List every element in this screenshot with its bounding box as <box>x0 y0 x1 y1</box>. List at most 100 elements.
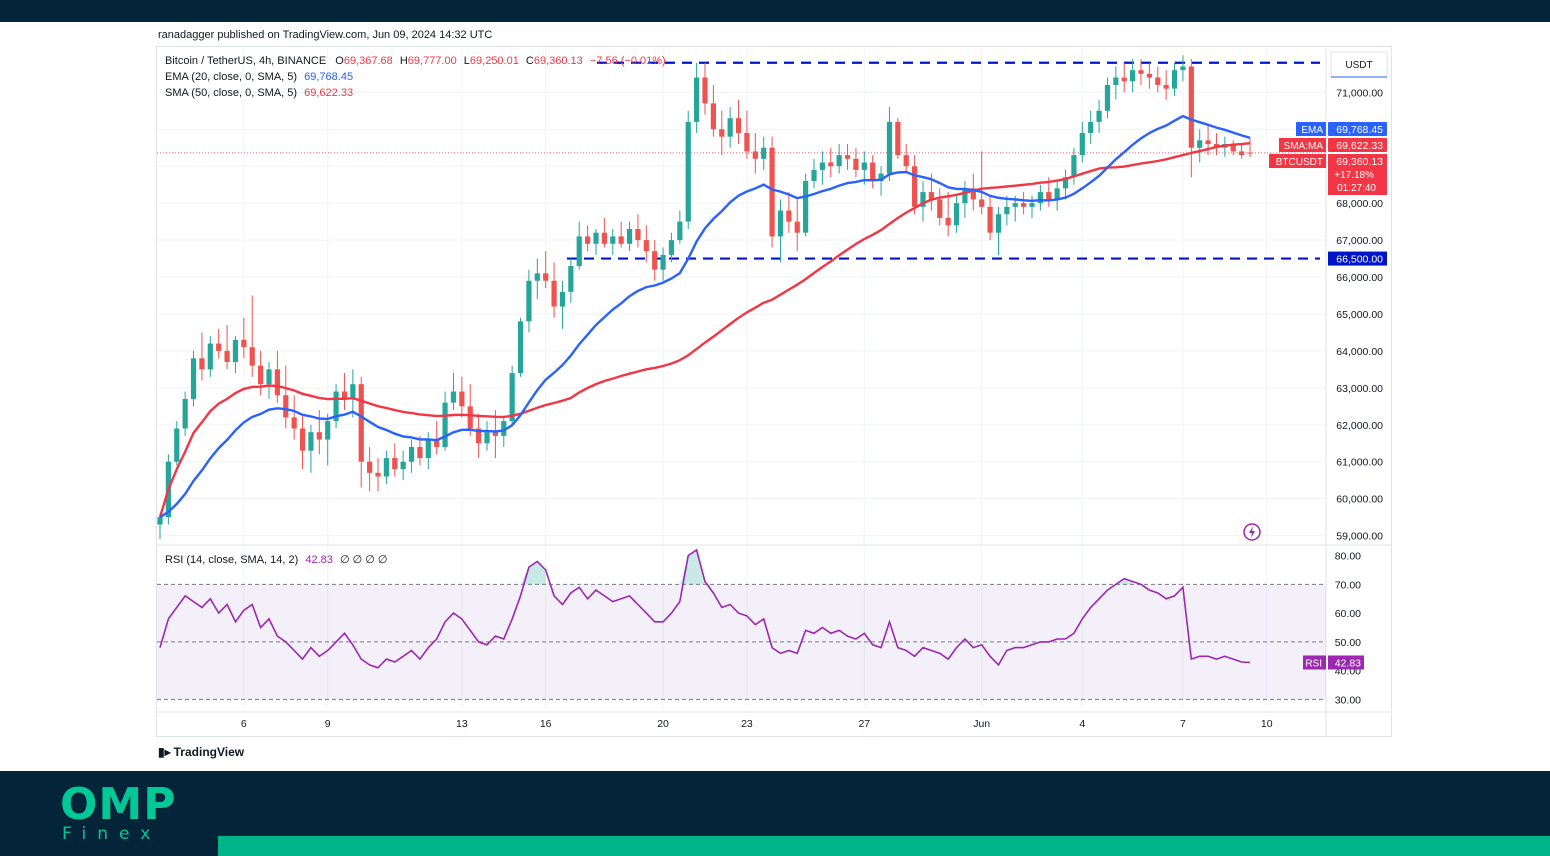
candle-body <box>367 461 373 473</box>
rsi-overbought-fill <box>688 549 697 585</box>
legend-low-label: L <box>463 55 470 67</box>
ema-value-tag: 69,768.45 <box>1336 124 1383 136</box>
candle-body <box>291 417 297 429</box>
rsi-line <box>159 548 1251 669</box>
legend-rsi-extra: ∅ ∅ ∅ ∅ <box>339 554 388 566</box>
rsi-name-flag-bg <box>1303 655 1326 670</box>
candle-body <box>249 347 255 366</box>
time-tick-label: 7 <box>1180 718 1186 730</box>
rsi-tick-label: 30.00 <box>1335 694 1361 706</box>
candle-body <box>585 236 591 244</box>
candle-body <box>484 432 490 444</box>
time-tick-label: 6 <box>241 718 247 730</box>
candle-body <box>1046 192 1052 200</box>
candle-body <box>685 121 691 222</box>
candle-body <box>593 232 599 244</box>
candle-body <box>266 369 272 385</box>
candle-body <box>794 221 800 233</box>
candle-body <box>232 339 239 362</box>
candle-body <box>702 77 708 104</box>
candle-body <box>1113 77 1119 85</box>
currency-label: USDT <box>1345 60 1372 71</box>
ema-name-flag: EMA <box>1301 125 1323 136</box>
legend-close: 69,360.13 <box>533 55 583 67</box>
candle-body <box>190 358 197 399</box>
candle-body <box>1146 73 1152 78</box>
candle-body <box>694 77 700 122</box>
candle-body <box>953 203 960 226</box>
legend-high-label: H <box>399 55 408 67</box>
candle-body <box>937 199 943 218</box>
legend-high: 69,777.00 <box>407 55 457 67</box>
legend-close-label: C <box>525 55 534 67</box>
candle-body <box>962 188 968 204</box>
rsi-name-flag: RSI <box>1305 658 1322 669</box>
tradingview-logo-text: TradingView <box>173 745 245 759</box>
legend-symbol-row[interactable]: Bitcoin / TetherUS, 4h, BINANCE O69,367.… <box>165 55 666 67</box>
legend-rsi-value: 42.83 <box>305 554 333 566</box>
candle-body <box>1079 132 1085 156</box>
legend-rsi-row[interactable]: RSI (14, close, SMA, 14, 2) 42.83 ∅ ∅ ∅ … <box>165 553 387 566</box>
candle-body <box>870 162 876 181</box>
rsi-tick-label: 80.00 <box>1335 551 1361 563</box>
candle-body <box>920 192 926 207</box>
candle-body <box>979 199 985 207</box>
candle-body <box>677 221 683 241</box>
legend-sma-row[interactable]: SMA (50, close, 0, SMA, 5) 69,622.33 <box>165 87 353 99</box>
candle-body <box>853 158 859 170</box>
candle-body <box>1012 203 1018 207</box>
candle-body <box>668 240 675 255</box>
price-tick-label: 61,000.00 <box>1336 457 1383 469</box>
candle-body <box>459 391 465 407</box>
candle-body <box>434 439 440 447</box>
candle-body <box>157 517 163 525</box>
price-tick-label: 60,000.00 <box>1336 494 1383 506</box>
last-price-tag: 69,360.13 <box>1336 156 1383 168</box>
candle-body <box>400 461 406 470</box>
candle-body <box>601 232 607 244</box>
candle-body <box>1197 140 1203 148</box>
candle-body <box>442 402 448 447</box>
rsi-tick-label: 70.00 <box>1335 579 1361 591</box>
support-tag-bg <box>1328 251 1387 266</box>
legend-open: 69,367.68 <box>343 55 393 67</box>
candle-body <box>861 162 867 170</box>
symbol-name-flag-bg <box>1269 154 1326 168</box>
candle-body <box>970 188 976 200</box>
candle-body <box>476 428 482 444</box>
candle-body <box>912 166 918 207</box>
candle-body <box>509 373 515 422</box>
sma-line <box>158 142 1251 518</box>
candle-body <box>761 147 767 159</box>
rsi-tick-label: 60.00 <box>1335 608 1361 620</box>
price-tick-label: 68,000.00 <box>1336 198 1383 210</box>
support-tag: 66,500.00 <box>1336 254 1383 266</box>
candle-body <box>299 428 306 451</box>
candle-body <box>383 458 389 477</box>
candle-body <box>635 229 641 241</box>
candle-body <box>836 155 842 167</box>
price-tick-label: 67,000.00 <box>1336 235 1383 247</box>
legend-ema-row[interactable]: EMA (20, close, 0, SMA, 5) 69,768.45 <box>165 71 353 83</box>
candle-body <box>283 395 289 418</box>
tradingview-logo[interactable]: ▮▸ TradingView <box>158 745 244 759</box>
candle-body <box>1062 177 1069 189</box>
candle-body <box>174 428 180 462</box>
candle-body <box>1138 70 1144 74</box>
last-change-tag: +17.18% <box>1334 170 1374 181</box>
publish-info: ranadagger published on TradingView.com,… <box>158 29 493 41</box>
sma-name-flag: SMA:MA <box>1284 141 1324 152</box>
time-tick-label: 13 <box>456 718 468 730</box>
candle-body <box>719 129 725 137</box>
candle-body <box>844 155 851 159</box>
candle-body <box>350 384 356 399</box>
candle-body <box>895 121 901 156</box>
candle-body <box>1205 140 1211 145</box>
rsi-overbought-fill <box>537 561 546 585</box>
candle-body <box>224 350 230 362</box>
price-tick-label: 64,000.00 <box>1336 346 1383 358</box>
candle-body <box>786 210 792 222</box>
time-tick-label: 4 <box>1079 718 1085 730</box>
legend-symbol: Bitcoin / TetherUS, 4h, BINANCE <box>165 55 327 67</box>
